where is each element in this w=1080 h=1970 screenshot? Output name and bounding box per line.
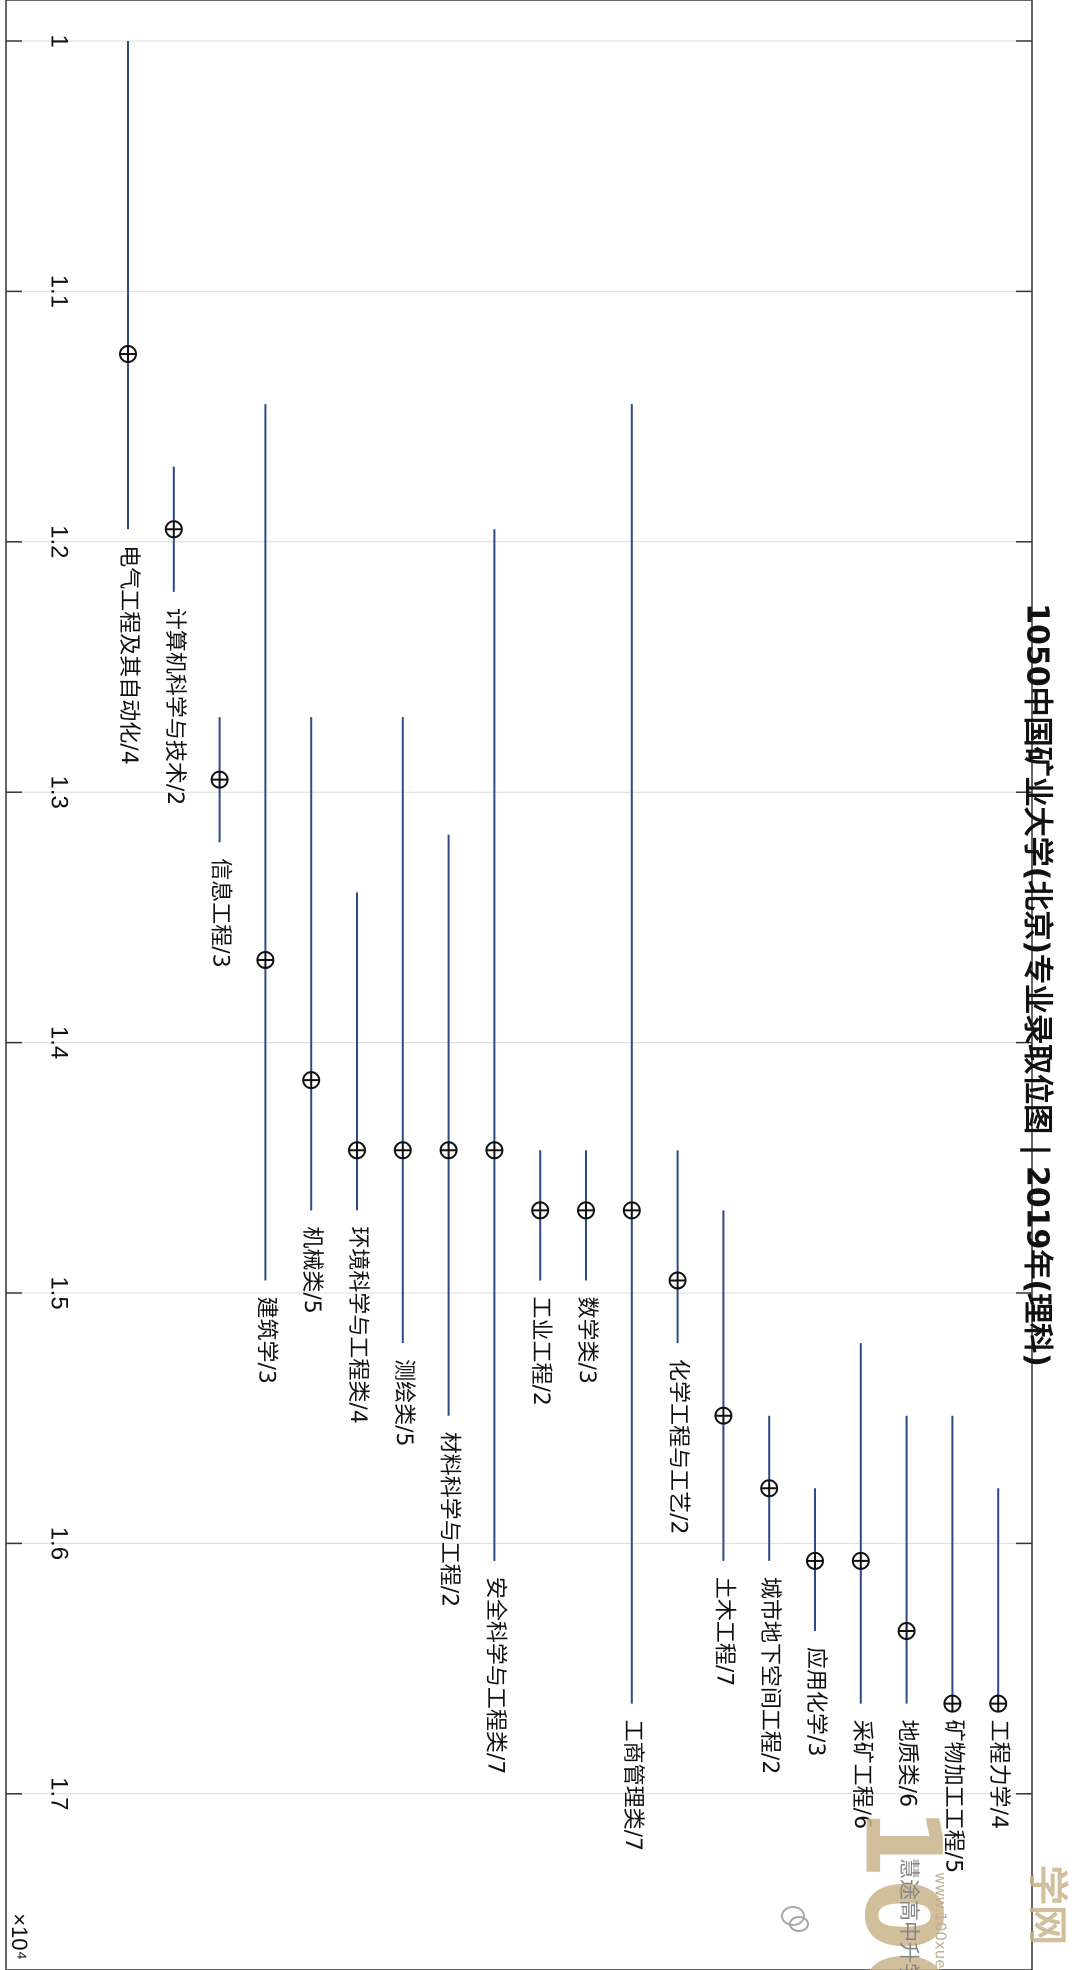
marker-18	[943, 1694, 962, 1713]
plot-frame	[5, 0, 1033, 1970]
marker-13	[714, 1406, 733, 1425]
tick-label-2: 1.2	[46, 525, 73, 558]
category-label-3: 建筑学/3	[253, 1296, 278, 1383]
tick-label-7: 1.7	[46, 1777, 73, 1810]
watermark-url: www.100xue.net	[932, 1872, 950, 1970]
marker-0	[119, 345, 137, 363]
marker-17	[897, 1622, 916, 1641]
marker-14	[760, 1479, 779, 1498]
category-label-16: 采矿工程/6	[849, 1720, 874, 1829]
category-label-12: 化学工程与工艺/2	[666, 1359, 691, 1534]
category-label-0: 电气工程及其自动化/4	[116, 545, 141, 764]
category-label-8: 安全科学与工程类/7	[482, 1577, 507, 1774]
label-layer: 1 1.1 1.2 1.3 1.4 1.5 1.6 1.7 电气工程及其自动化/4 计算机科学与技…	[46, 34, 1012, 1873]
marker-12	[668, 1271, 687, 1290]
marker-3	[256, 950, 275, 969]
watermark-account: 慧途高中升学规划	[897, 1858, 921, 1970]
category-label-19: 工程力学/4	[986, 1720, 1011, 1829]
marker-8	[485, 1141, 504, 1160]
axis-layer	[5, 0, 1033, 1970]
marker-10	[577, 1201, 595, 1220]
category-label-10: 数学类/3	[574, 1296, 599, 1383]
category-label-17: 地质类/6	[895, 1720, 920, 1807]
wechat-icon	[781, 1906, 809, 1932]
marker-6	[393, 1141, 412, 1160]
marker-4	[302, 1071, 321, 1090]
tick-label-6: 1.6	[46, 1527, 73, 1560]
category-label-15: 应用化学/3	[803, 1647, 828, 1756]
marker-15	[806, 1551, 824, 1570]
marks-layer	[119, 41, 1008, 1713]
chart-title: 1050中国矿业大学(北京)专业录取位图 | 2019年(理科)	[1020, 603, 1055, 1367]
watermark-number: 100	[842, 1806, 964, 1970]
marker-11	[622, 1201, 641, 1220]
marker-1	[164, 520, 183, 539]
marker-19	[989, 1694, 1008, 1713]
category-label-4: 机械类/5	[299, 1226, 324, 1313]
grid-layer	[6, 40, 1032, 1795]
category-label-13: 土木工程/7	[711, 1577, 736, 1686]
category-label-2: 信息工程/3	[208, 858, 233, 967]
marker-2	[210, 770, 229, 789]
tick-label-4: 1.4	[46, 1026, 73, 1059]
category-label-7: 材料科学与工程/2	[437, 1432, 462, 1607]
tick-label-3: 1.3	[46, 776, 73, 809]
category-label-1: 计算机科学与技术/2	[162, 608, 187, 805]
marker-9	[531, 1201, 550, 1220]
category-label-11: 工商管理类/7	[620, 1720, 645, 1851]
tick-label-0: 1	[46, 34, 73, 47]
category-label-18: 矿物加工工程/5	[940, 1720, 965, 1873]
tick-label-1: 1.1	[46, 275, 73, 308]
watermark-brand: 学网	[1024, 1865, 1070, 1945]
marker-5	[348, 1141, 366, 1160]
axis-multiplier-label: ×10⁴	[7, 1913, 32, 1960]
category-label-9: 工业工程/2	[528, 1296, 553, 1405]
marker-16	[851, 1551, 870, 1570]
marker-7	[439, 1141, 458, 1160]
watermark: 100 学网 慧途高中升学规划 www.100xue.net	[781, 1806, 1070, 1970]
tick-label-5: 1.5	[46, 1276, 73, 1309]
category-label-14: 城市地下空间工程/2	[757, 1577, 782, 1774]
category-label-6: 测绘类/5	[391, 1359, 416, 1446]
category-label-5: 环境科学与工程类/4	[345, 1226, 370, 1423]
